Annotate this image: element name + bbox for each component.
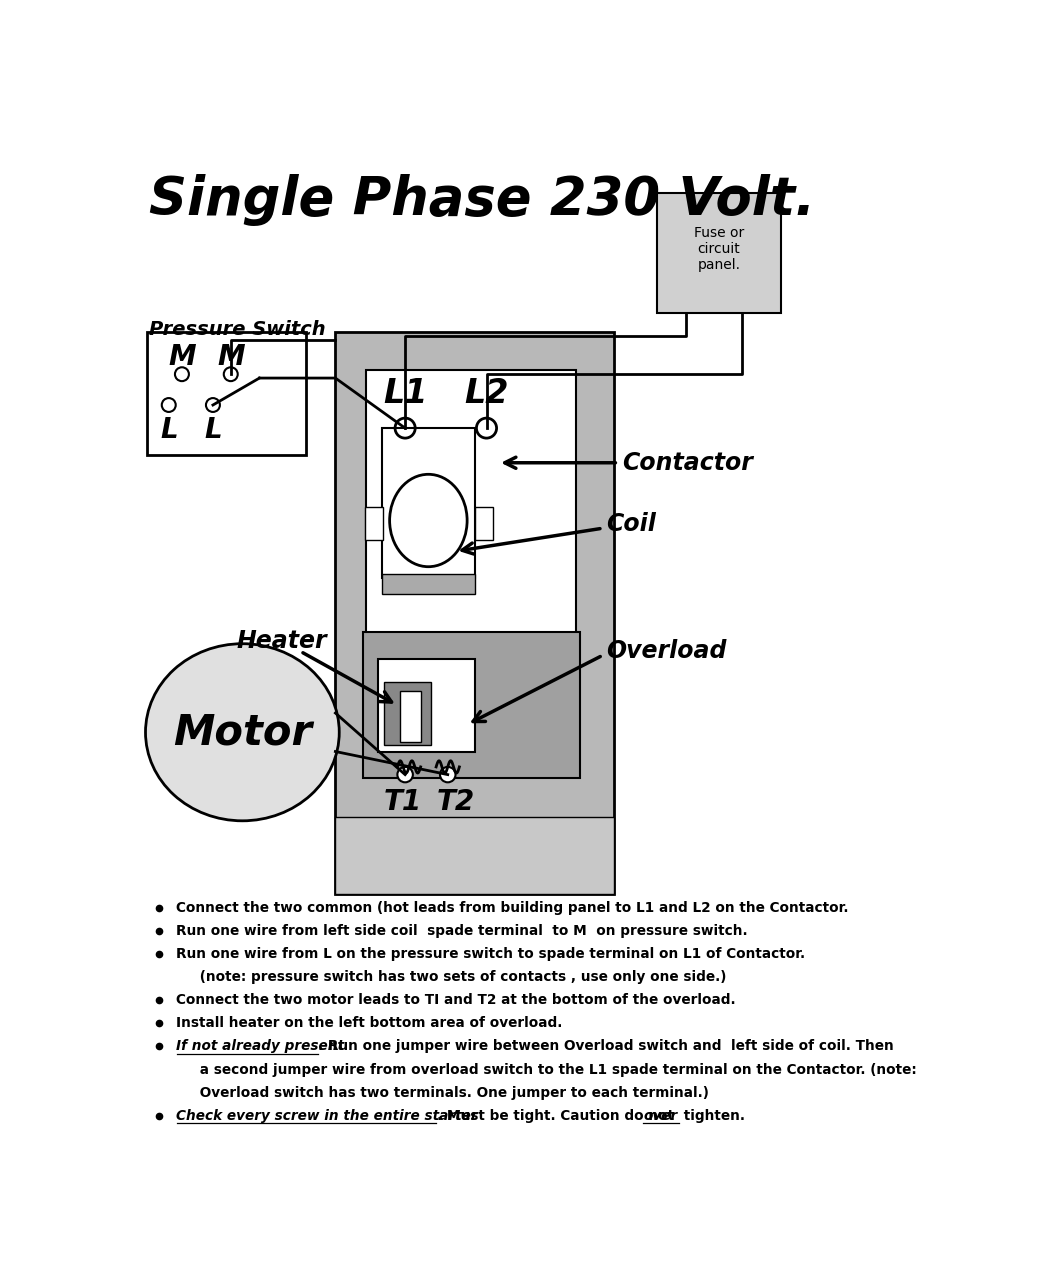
- Text: M: M: [168, 344, 196, 372]
- Text: Single Phase 230 Volt.: Single Phase 230 Volt.: [150, 174, 815, 226]
- Bar: [399, 691, 421, 742]
- Bar: [335, 332, 615, 894]
- Text: L1: L1: [383, 377, 427, 410]
- Bar: [384, 683, 431, 746]
- Bar: [366, 370, 575, 640]
- Text: Contactor: Contactor: [622, 451, 753, 475]
- Text: Coil: Coil: [606, 512, 656, 536]
- Bar: [335, 817, 615, 894]
- Bar: [378, 659, 475, 752]
- Text: (note: pressure switch has two sets of contacts , use only one side.): (note: pressure switch has two sets of c…: [177, 971, 727, 985]
- Text: Overload switch has two terminals. One jumper to each terminal.): Overload switch has two terminals. One j…: [177, 1086, 709, 1100]
- Text: Heater: Heater: [237, 629, 328, 653]
- Bar: [657, 193, 781, 312]
- Text: Overload: Overload: [606, 640, 727, 664]
- Text: over: over: [643, 1109, 677, 1122]
- Text: Run one wire from left side coil  spade terminal  to M  on pressure switch.: Run one wire from left side coil spade t…: [177, 924, 748, 938]
- Text: Check every screw in the entire starter: Check every screw in the entire starter: [177, 1109, 478, 1122]
- Ellipse shape: [146, 643, 339, 820]
- Circle shape: [162, 398, 176, 412]
- Text: Connect the two motor leads to TI and T2 at the bottom of the overload.: Connect the two motor leads to TI and T2…: [177, 994, 736, 1007]
- Text: L: L: [204, 416, 222, 445]
- Circle shape: [440, 767, 456, 782]
- Bar: [147, 332, 306, 455]
- Text: Pressure Switch: Pressure Switch: [150, 320, 326, 339]
- Bar: [382, 574, 475, 594]
- Bar: [382, 428, 475, 578]
- Circle shape: [397, 767, 413, 782]
- Text: L: L: [160, 416, 178, 445]
- Text: L2: L2: [464, 377, 509, 410]
- Text: Fuse or
circuit
panel.: Fuse or circuit panel.: [694, 226, 745, 272]
- Text: Connect the two common (hot leads from building panel to L1 and L2 on the Contac: Connect the two common (hot leads from b…: [177, 901, 849, 915]
- Text: M: M: [217, 344, 244, 372]
- Text: Run one wire from L on the pressure switch to spade terminal on L1 of Contactor.: Run one wire from L on the pressure swit…: [177, 947, 806, 961]
- Text: If not already present: If not already present: [177, 1039, 344, 1053]
- Circle shape: [206, 398, 219, 412]
- Ellipse shape: [390, 474, 467, 566]
- Text: tighten.: tighten.: [679, 1109, 746, 1122]
- Text: a second jumper wire from overload switch to the L1 spade terminal on the Contac: a second jumper wire from overload switc…: [177, 1063, 917, 1077]
- Bar: [475, 507, 493, 540]
- Circle shape: [476, 418, 496, 439]
- Text: T2: T2: [437, 787, 474, 815]
- Text: Install heater on the left bottom area of overload.: Install heater on the left bottom area o…: [177, 1016, 563, 1030]
- Circle shape: [224, 368, 238, 382]
- Text: T1: T1: [384, 787, 422, 815]
- Text: . Run one jumper wire between Overload switch and  left side of coil. Then: . Run one jumper wire between Overload s…: [318, 1039, 894, 1053]
- Bar: [365, 507, 384, 540]
- Bar: [363, 632, 579, 779]
- Circle shape: [395, 418, 415, 439]
- Text: . Must be tight. Caution do not: . Must be tight. Caution do not: [437, 1109, 679, 1122]
- Text: Motor: Motor: [173, 712, 312, 753]
- Circle shape: [175, 368, 189, 382]
